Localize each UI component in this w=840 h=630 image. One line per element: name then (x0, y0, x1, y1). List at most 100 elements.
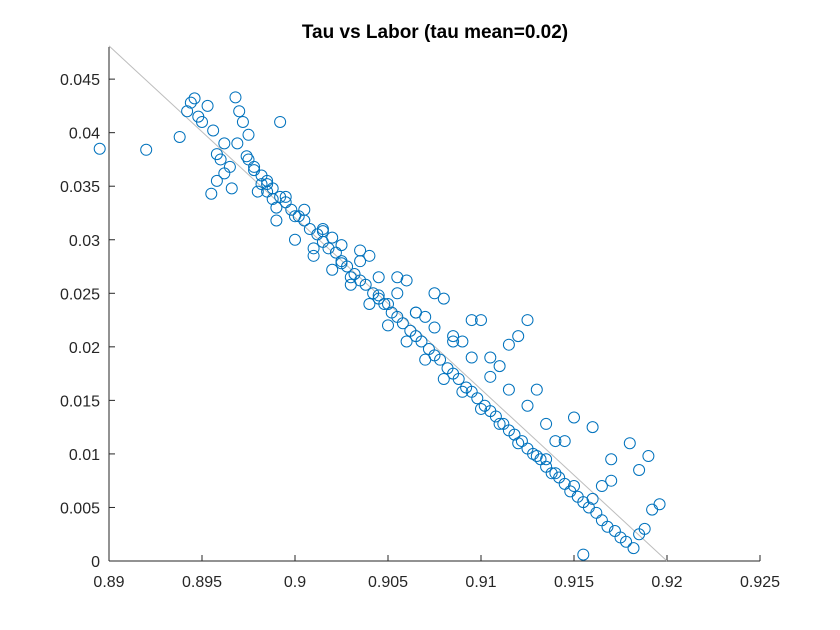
data-point (549, 467, 562, 480)
data-point (530, 383, 543, 396)
data-point (218, 167, 231, 180)
data-point (595, 480, 608, 493)
data-point (391, 271, 404, 284)
data-point (236, 115, 249, 128)
data-point (274, 115, 287, 128)
data-point (270, 201, 283, 214)
data-point (289, 210, 301, 223)
data-point (493, 360, 506, 373)
data-point (484, 351, 497, 364)
data-point (545, 467, 558, 480)
data-point (549, 435, 562, 448)
y-tick-label: 0.035 (60, 179, 100, 196)
y-tick-label: 0.01 (69, 447, 100, 464)
data-point (465, 314, 478, 327)
y-ticks: 0 0.005 0.01 0.015 0.02 0.025 0.03 0.035 0.04 0.0… (60, 72, 115, 571)
data-point (207, 124, 220, 137)
data-point (428, 321, 441, 334)
data-point (623, 437, 636, 450)
data-point (322, 242, 335, 255)
data-point (391, 287, 404, 300)
data-point (251, 185, 264, 198)
data-point (437, 292, 450, 305)
data-point (601, 520, 614, 533)
data-point (344, 278, 357, 291)
data-point (225, 182, 238, 195)
data-point (540, 453, 553, 466)
y-tick-label: 0 (91, 554, 100, 571)
x-tick-label: 0.89 (93, 574, 124, 591)
data-point (233, 105, 246, 118)
data-point (326, 231, 339, 244)
x-ticks: 0.89 0.895 0.9 0.905 0.91 0.915 0.92 0.925 (93, 555, 780, 591)
data-point (521, 314, 534, 327)
y-tick-label: 0.025 (60, 286, 100, 303)
data-point (344, 271, 357, 284)
data-point (465, 351, 478, 364)
data-point (540, 417, 553, 430)
data-point (484, 370, 497, 383)
data-point (400, 335, 413, 348)
data-point (303, 223, 316, 236)
x-tick-label: 0.905 (368, 574, 408, 591)
data-point (289, 233, 301, 246)
data-point (382, 319, 394, 332)
data-point (378, 298, 391, 310)
data-point (335, 239, 348, 252)
data-point (279, 190, 292, 203)
data-point (261, 174, 274, 187)
data-point (341, 260, 354, 273)
data-point (493, 417, 506, 430)
data-point (240, 150, 253, 163)
data-point (307, 242, 320, 255)
data-point (475, 314, 487, 327)
data-point (359, 278, 372, 291)
data-point (595, 514, 608, 527)
data-point (354, 244, 367, 257)
data-point (586, 492, 599, 505)
y-tick-label: 0.02 (69, 340, 100, 357)
data-point (590, 506, 603, 519)
scatter-points (93, 91, 666, 561)
data-point (646, 503, 659, 516)
data-point (558, 435, 571, 448)
data-point (382, 298, 394, 310)
data-point (530, 450, 543, 463)
data-point (419, 353, 432, 366)
data-point (266, 193, 279, 206)
data-point (201, 99, 214, 112)
data-point (471, 392, 484, 405)
data-point (214, 153, 227, 166)
data-point (93, 142, 106, 155)
data-point (502, 338, 515, 351)
data-point (568, 411, 580, 424)
data-point (409, 306, 422, 319)
data-point (270, 214, 283, 227)
data-point (428, 287, 441, 300)
x-tick-label: 0.895 (182, 574, 222, 591)
data-point (521, 399, 534, 412)
x-tick-label: 0.925 (740, 574, 780, 591)
data-point (205, 187, 218, 200)
data-point (605, 453, 618, 466)
data-point (188, 92, 201, 105)
y-tick-label: 0.03 (69, 233, 100, 250)
data-point (620, 535, 633, 548)
data-point (396, 317, 409, 330)
data-point (456, 335, 469, 348)
data-point (447, 335, 460, 348)
data-point (633, 463, 646, 476)
data-point (248, 160, 261, 173)
y-tick-label: 0.04 (69, 126, 100, 143)
y-tick-label: 0.005 (60, 500, 100, 517)
y-tick-label: 0.045 (60, 72, 100, 89)
data-point (223, 160, 236, 173)
data-point (452, 372, 465, 385)
data-point (638, 522, 651, 535)
data-point (218, 137, 231, 150)
data-point (400, 274, 413, 287)
data-point (363, 298, 376, 310)
data-point (512, 437, 525, 450)
data-point (653, 498, 666, 511)
